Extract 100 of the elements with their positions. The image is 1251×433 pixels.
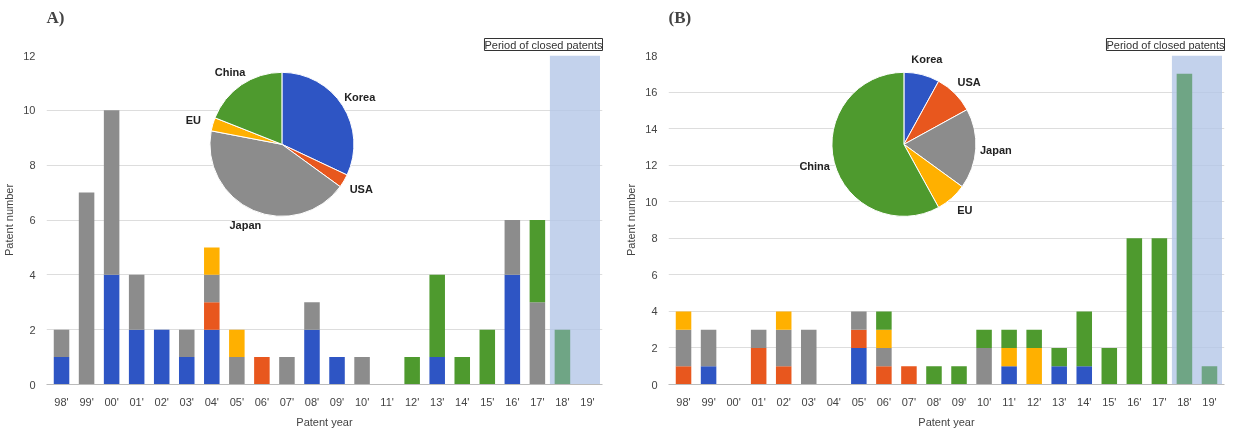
bar — [1026, 329, 1042, 348]
x-tick-label: 18' — [1177, 395, 1192, 408]
bar — [876, 347, 892, 367]
bar — [204, 302, 220, 330]
bar — [128, 274, 145, 330]
y-axis-title: Patent number — [3, 183, 16, 257]
slice-label: EU — [957, 204, 973, 217]
x-tick-label: 01' — [751, 395, 766, 408]
bar — [851, 347, 867, 385]
x-tick-label: 12' — [404, 395, 420, 408]
slice-label: USA — [349, 183, 373, 196]
bar — [700, 329, 717, 367]
y-tick-label: 6 — [29, 214, 36, 226]
bar — [1001, 366, 1017, 385]
x-tick-label: 03' — [179, 395, 194, 408]
x-tick-label: 99' — [701, 395, 716, 408]
bar — [1051, 347, 1067, 367]
bar — [876, 366, 892, 385]
y-tick-label: 4 — [651, 305, 658, 318]
x-tick-label: 10' — [354, 395, 370, 408]
bar — [103, 274, 120, 385]
bar — [976, 329, 992, 348]
x-tick-label: 00' — [726, 395, 741, 408]
bar — [404, 357, 420, 385]
x-tick-label: 02' — [776, 395, 791, 408]
bar — [304, 329, 320, 385]
bar — [178, 357, 195, 385]
bar — [1151, 238, 1168, 385]
bar — [304, 302, 320, 330]
x-tick-label: 06' — [876, 395, 892, 408]
slice-label: Japan — [980, 143, 1013, 156]
y-tick-label: 14 — [645, 122, 658, 135]
bar — [1076, 311, 1093, 367]
bar — [53, 357, 70, 385]
y-tick-label: 0 — [29, 378, 36, 391]
slice-label: EU — [185, 113, 202, 126]
x-tick-label: 13' — [430, 395, 445, 408]
x-tick-label: 98' — [54, 395, 69, 408]
bar — [454, 357, 471, 385]
x-tick-label: 15' — [1102, 395, 1117, 408]
bar — [204, 329, 220, 385]
y-tick-label: 8 — [29, 159, 36, 172]
bar — [153, 329, 170, 385]
slice-label: USA — [957, 76, 981, 89]
bar — [204, 274, 220, 303]
slice-label: Japan — [229, 218, 262, 231]
x-tick-label: 11' — [380, 395, 394, 408]
slice-label: Korea — [911, 53, 944, 66]
bar — [675, 311, 692, 330]
band-label: Period of closed patents — [1106, 38, 1225, 51]
y-tick-label: 18 — [645, 49, 658, 62]
bar — [775, 329, 792, 367]
bar — [675, 329, 692, 367]
bar — [1126, 238, 1143, 385]
x-tick-label: 14' — [1077, 395, 1092, 408]
bar — [254, 357, 270, 385]
x-tick-label: 15' — [480, 395, 495, 408]
y-tick-label: 12 — [645, 159, 658, 172]
bar — [529, 220, 546, 303]
bar — [554, 329, 571, 385]
bar — [876, 311, 892, 330]
bar — [1026, 347, 1042, 385]
bar — [851, 329, 867, 348]
x-tick-label: 06' — [254, 395, 270, 408]
bar — [750, 329, 767, 348]
y-tick-label: 10 — [645, 195, 658, 208]
y-tick-label: 16 — [645, 86, 658, 99]
x-tick-label: 99' — [79, 395, 94, 408]
bar — [901, 366, 917, 385]
x-tick-label: 02' — [154, 395, 169, 408]
bar — [504, 220, 521, 275]
y-tick-label: 8 — [651, 232, 658, 245]
bar — [178, 329, 195, 358]
bar — [53, 329, 70, 358]
bar — [876, 329, 892, 348]
chart-title: A) — [46, 7, 65, 27]
x-tick-label: 14' — [455, 395, 470, 408]
x-tick-label: 07' — [279, 395, 295, 408]
bar — [1001, 347, 1017, 367]
bar — [429, 274, 445, 358]
chart-title: (B) — [668, 7, 692, 27]
x-tick-label: 17' — [1152, 395, 1167, 408]
x-tick-label: 09' — [329, 395, 345, 408]
x-tick-label: 19' — [580, 395, 595, 408]
y-tick-label: 2 — [651, 341, 658, 354]
bar — [700, 366, 717, 385]
x-tick-label: 08' — [926, 395, 942, 408]
x-tick-label: 13' — [1052, 395, 1067, 408]
bar — [529, 302, 546, 385]
x-tick-label: 12' — [1026, 395, 1042, 408]
x-tick-label: 98' — [676, 395, 691, 408]
bar — [1001, 329, 1017, 348]
slice-label: China — [214, 65, 247, 78]
x-tick-label: 16' — [1127, 395, 1142, 408]
x-axis-title: Patent year — [918, 415, 975, 428]
y-tick-label: 12 — [23, 49, 36, 62]
bar — [479, 329, 496, 385]
x-tick-label: 18' — [555, 395, 570, 408]
bar — [354, 357, 370, 385]
bar — [1076, 366, 1093, 385]
